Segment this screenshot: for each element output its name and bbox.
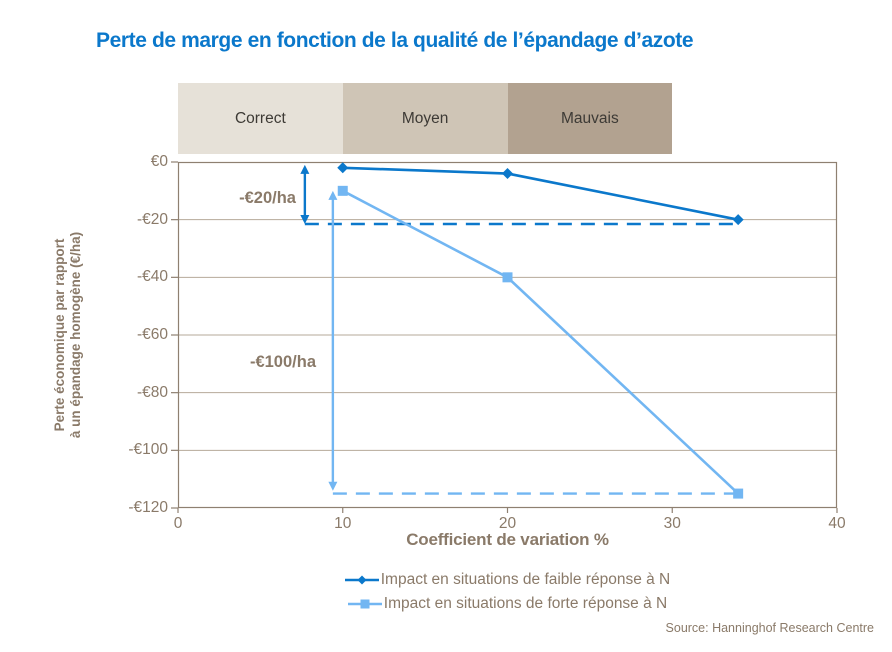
band-correct: Correct <box>178 83 343 154</box>
y-tick-label: -€80 <box>136 383 168 401</box>
legend-label: Impact en situations de forte réponse à … <box>383 595 668 612</box>
arrow-head-up <box>328 190 338 200</box>
y-tick-label: €0 <box>150 153 168 170</box>
y-axis-tick-labels: €0 -€20 -€40 -€60 -€80 -€100 -€120 <box>0 153 168 516</box>
series-line-forte-reponse <box>342 189 740 495</box>
y-tick-label: -€40 <box>136 268 168 286</box>
legend-label: Impact en situations de faible réponse à… <box>380 571 671 588</box>
square-marker <box>733 488 744 499</box>
plot-area <box>171 161 838 513</box>
y-tick-label: -€100 <box>128 441 168 459</box>
x-tick-label: 10 <box>334 515 352 532</box>
band-label: Moyen <box>401 109 449 127</box>
x-tick-label: 30 <box>663 515 681 532</box>
y-tick-label: -€20 <box>136 210 168 228</box>
band-label: Mauvais <box>561 109 619 127</box>
diamond-marker <box>732 214 744 226</box>
annotation-minus-100-per-ha: -€100/ha <box>249 353 316 371</box>
band-moyen: Moyen <box>342 83 508 154</box>
band-mauvais: Mauvais <box>507 83 673 154</box>
square-marker-icon <box>347 599 382 609</box>
x-axis-tick-labels: 0 10 20 30 40 <box>174 515 846 535</box>
x-tick-label: 40 <box>828 515 846 532</box>
x-tick-label: 20 <box>498 515 517 532</box>
plot-frame <box>177 161 838 509</box>
plot-svg <box>171 161 838 513</box>
arrow-head-down <box>300 214 310 224</box>
diamond-marker-icon <box>344 575 379 585</box>
source-note: Source: Hanninghof Research Centre <box>665 621 874 635</box>
legend: Impact en situations de faible réponse à… <box>178 571 837 613</box>
legend-item-faible-reponse: Impact en situations de faible réponse à… <box>344 571 671 589</box>
x-axis-title: Coefficient de variation % <box>406 530 609 549</box>
arrow-head-down <box>328 481 338 491</box>
x-tick-label: 0 <box>173 515 183 532</box>
series-line-faible-reponse <box>342 166 739 221</box>
y-tick-label: -€60 <box>136 326 168 343</box>
square-marker <box>502 272 513 283</box>
annotation-minus-20-per-ha: -€20/ha <box>239 189 296 207</box>
arrow-head-up <box>300 164 310 174</box>
legend-item-forte-reponse: Impact en situations de forte réponse à … <box>347 595 668 613</box>
band-label: Correct <box>234 109 286 127</box>
diamond-marker <box>337 162 349 174</box>
diamond-marker <box>502 168 513 180</box>
quality-bands: Correct Moyen Mauvais <box>178 83 837 154</box>
y-tick-label: -€120 <box>128 499 168 516</box>
square-marker <box>337 185 348 196</box>
chart-title: Perte de marge en fonction de la qualité… <box>96 29 694 52</box>
